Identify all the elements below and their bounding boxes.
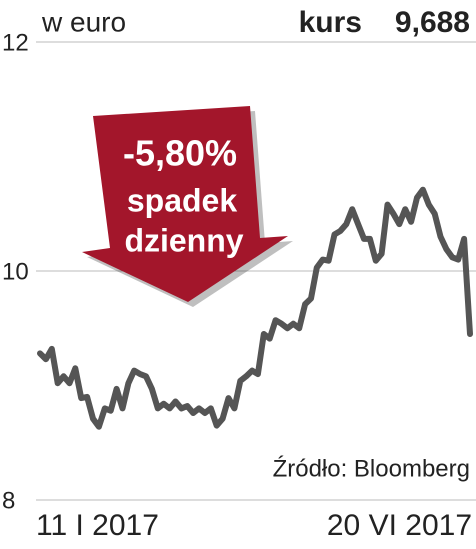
price-label: kurs bbox=[299, 6, 362, 39]
annotation-arrow: -5,80% spadek dzienny bbox=[82, 106, 293, 307]
x-tick-label: 11 I 2017 bbox=[36, 509, 159, 542]
annotation-text: -5,80% bbox=[123, 133, 237, 174]
y-tick-label: 12 bbox=[2, 29, 29, 56]
line bbox=[37, 186, 473, 430]
annotation-text: spadek bbox=[127, 182, 237, 218]
x-tick-label: 20 VI 2017 bbox=[327, 509, 472, 542]
plot: 8 10 12 11 I 2017 20 VI 2017 bbox=[2, 29, 476, 542]
y-tick-label: 8 bbox=[2, 487, 15, 514]
subtitle: w euro bbox=[41, 6, 126, 37]
price-value: 9,688 bbox=[395, 6, 470, 39]
annotation-text: dzienny bbox=[124, 222, 243, 258]
source: Źródło: Bloomberg bbox=[273, 455, 470, 482]
arrow-shape bbox=[82, 106, 288, 302]
y-tick-label: 10 bbox=[2, 258, 29, 285]
